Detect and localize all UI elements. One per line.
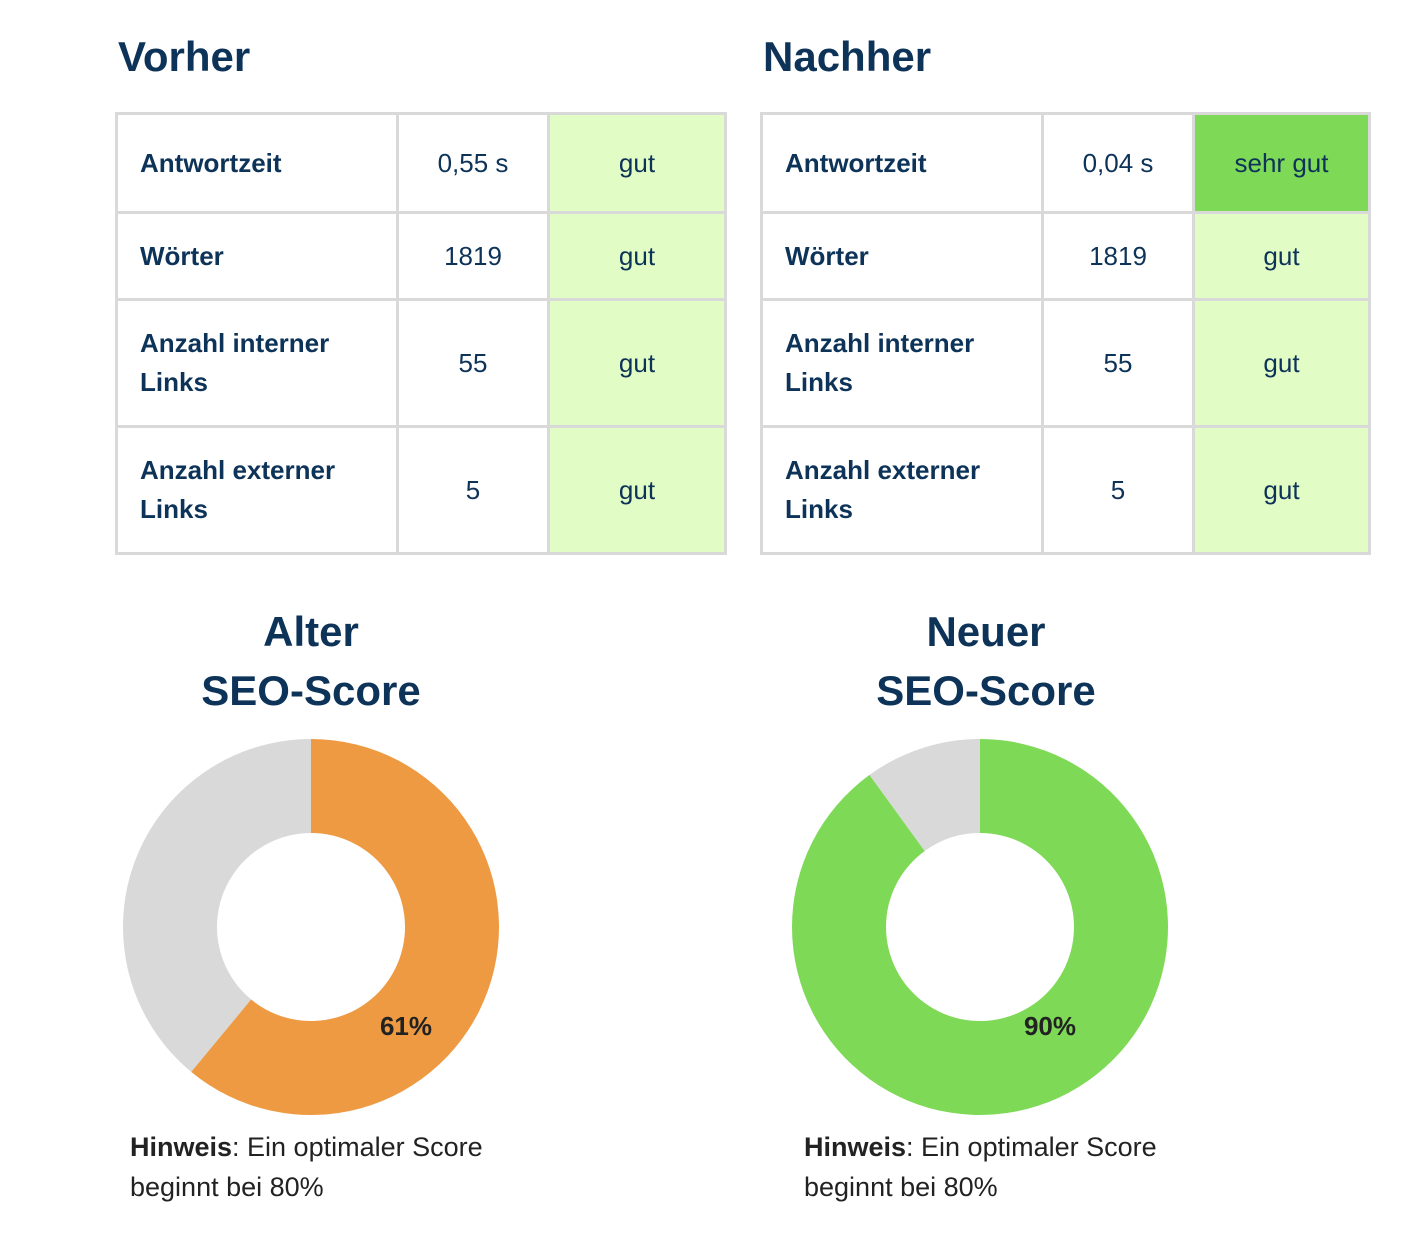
hint-text: : Ein optimaler Score beginnt bei 80% <box>130 1132 483 1202</box>
metric-rating: gut <box>547 112 727 214</box>
metric-label: Anzahl externer Links <box>115 425 399 555</box>
new-score-hint: Hinweis: Ein optimaler Score beginnt bei… <box>804 1127 1224 1207</box>
metric-label: Wörter <box>115 211 399 301</box>
metric-label: Anzahl interner Links <box>760 298 1044 428</box>
table-row: Antwortzeit 0,04 s sehr gut <box>760 112 1371 214</box>
old-score-hint: Hinweis: Ein optimaler Score beginnt bei… <box>130 1127 550 1207</box>
table-row: Wörter 1819 gut <box>115 211 727 301</box>
old-score-percent-label: 61% <box>380 1011 432 1041</box>
table-row: Anzahl externer Links 5 gut <box>760 425 1371 555</box>
metric-label: Anzahl interner Links <box>115 298 399 428</box>
metric-rating: gut <box>1192 211 1371 301</box>
donut-slice-rest <box>869 739 980 851</box>
old-score-title-line2: SEO-Score <box>201 667 421 714</box>
metric-rating: gut <box>1192 298 1371 428</box>
table-row: Antwortzeit 0,55 s gut <box>115 112 727 214</box>
new-score-title-line2: SEO-Score <box>876 667 1096 714</box>
metric-label: Antwortzeit <box>115 112 399 214</box>
table-row: Wörter 1819 gut <box>760 211 1371 301</box>
metric-value: 1819 <box>1041 211 1195 301</box>
metric-rating: gut <box>1192 425 1371 555</box>
metric-value: 1819 <box>396 211 550 301</box>
metric-rating: gut <box>547 211 727 301</box>
after-metrics-table: Antwortzeit 0,04 s sehr gut Wörter 1819 … <box>760 112 1371 555</box>
table-row: Anzahl interner Links 55 gut <box>760 298 1371 428</box>
donut-slice-score <box>792 739 1168 1115</box>
before-metrics-table: Antwortzeit 0,55 s gut Wörter 1819 gut A… <box>115 112 727 555</box>
hint-text: : Ein optimaler Score beginnt bei 80% <box>804 1132 1157 1202</box>
metric-label: Antwortzeit <box>760 112 1044 214</box>
metric-value: 0,04 s <box>1041 112 1195 214</box>
table-row: Anzahl externer Links 5 gut <box>115 425 727 555</box>
new-score-title: Neuer SEO-Score <box>786 602 1186 720</box>
metric-value: 55 <box>1041 298 1195 428</box>
metric-value: 0,55 s <box>396 112 550 214</box>
metric-label: Anzahl externer Links <box>760 425 1044 555</box>
old-score-title-line1: Alter <box>263 608 359 655</box>
old-seo-score-donut: 61% <box>123 739 500 1115</box>
new-score-percent-label: 90% <box>1024 1011 1076 1041</box>
donut-slice-score <box>191 739 500 1115</box>
before-heading: Vorher <box>118 33 251 80</box>
hint-label: Hinweis <box>804 1132 907 1162</box>
metric-value: 5 <box>1041 425 1195 555</box>
new-seo-score-donut: 90% <box>792 739 1168 1115</box>
metric-rating: sehr gut <box>1192 112 1371 214</box>
old-score-title: Alter SEO-Score <box>111 602 511 720</box>
hint-label: Hinweis <box>130 1132 233 1162</box>
table-row: Anzahl interner Links 55 gut <box>115 298 727 428</box>
metric-rating: gut <box>547 425 727 555</box>
donut-slice-rest <box>123 739 311 1072</box>
after-heading: Nachher <box>763 33 932 80</box>
metric-label: Wörter <box>760 211 1044 301</box>
metric-value: 55 <box>396 298 550 428</box>
metric-value: 5 <box>396 425 550 555</box>
new-score-title-line1: Neuer <box>926 608 1046 655</box>
metric-rating: gut <box>547 298 727 428</box>
